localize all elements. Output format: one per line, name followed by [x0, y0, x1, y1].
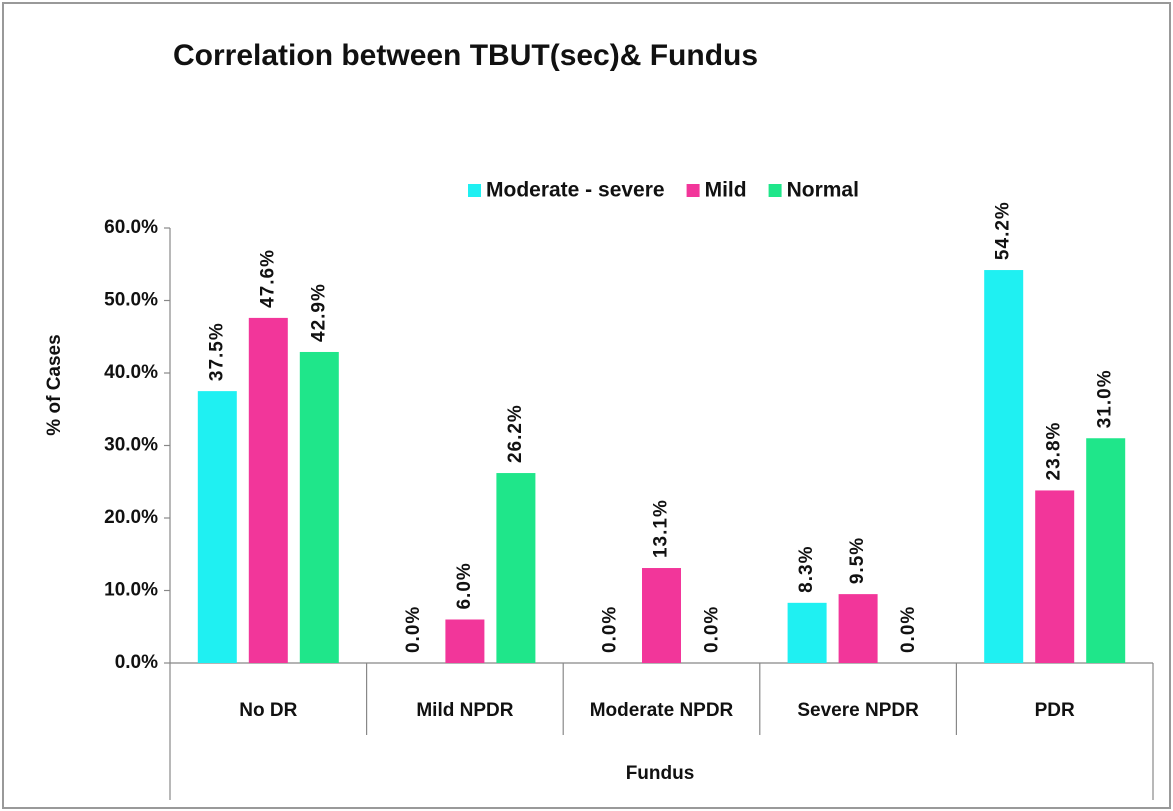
value-label: 54.2%: [993, 201, 1014, 260]
bar: [642, 568, 681, 663]
bar: [984, 270, 1024, 663]
value-label: 0.0%: [600, 606, 621, 653]
value-label: 6.0%: [454, 562, 475, 609]
legend-swatch: [686, 184, 700, 197]
legend-label: Mild: [705, 179, 747, 202]
y-tick-label: 20.0%: [104, 507, 158, 528]
y-tick-label: 30.0%: [104, 435, 158, 456]
legend-label: Normal: [787, 179, 859, 202]
x-axis-title: Fundus: [626, 763, 695, 784]
x-tick-label: Moderate NPDR: [590, 700, 734, 721]
value-label: 42.9%: [308, 283, 329, 342]
y-tick-label: 50.0%: [104, 290, 158, 311]
value-label: 0.0%: [898, 606, 919, 653]
chart-title: Correlation between TBUT(sec)& Fundus: [173, 39, 758, 72]
value-label: 8.3%: [796, 546, 817, 593]
y-tick-label: 0.0%: [115, 652, 158, 673]
legend-label: Moderate - severe: [486, 179, 665, 202]
x-tick-label: PDR: [1035, 700, 1075, 721]
bar: [1035, 490, 1075, 663]
legend-swatch: [768, 184, 782, 197]
y-tick-label: 10.0%: [104, 580, 158, 601]
bar: [1086, 438, 1126, 663]
bar: [496, 473, 536, 663]
y-tick-label: 40.0%: [104, 362, 158, 383]
bar: [838, 594, 878, 663]
y-axis-title: % of Cases: [44, 334, 65, 435]
bar: [787, 602, 827, 663]
value-label: 26.2%: [505, 404, 526, 463]
bar: [299, 351, 339, 663]
value-label: 23.8%: [1044, 422, 1065, 481]
value-label: 31.0%: [1095, 369, 1116, 428]
value-label: 13.1%: [651, 499, 672, 558]
value-label: 0.0%: [702, 606, 723, 653]
bar: [197, 391, 237, 663]
x-tick-label: No DR: [239, 700, 297, 721]
value-label: 47.6%: [257, 249, 278, 308]
value-label: 9.5%: [847, 537, 868, 584]
x-tick-label: Mild NPDR: [416, 700, 513, 721]
value-label: 37.5%: [206, 322, 227, 381]
bar: [248, 317, 288, 663]
value-label: 0.0%: [403, 606, 424, 653]
y-tick-label: 60.0%: [104, 217, 158, 238]
legend-swatch: [468, 184, 481, 197]
x-tick-label: Severe NPDR: [797, 700, 919, 721]
bar: [445, 619, 485, 663]
